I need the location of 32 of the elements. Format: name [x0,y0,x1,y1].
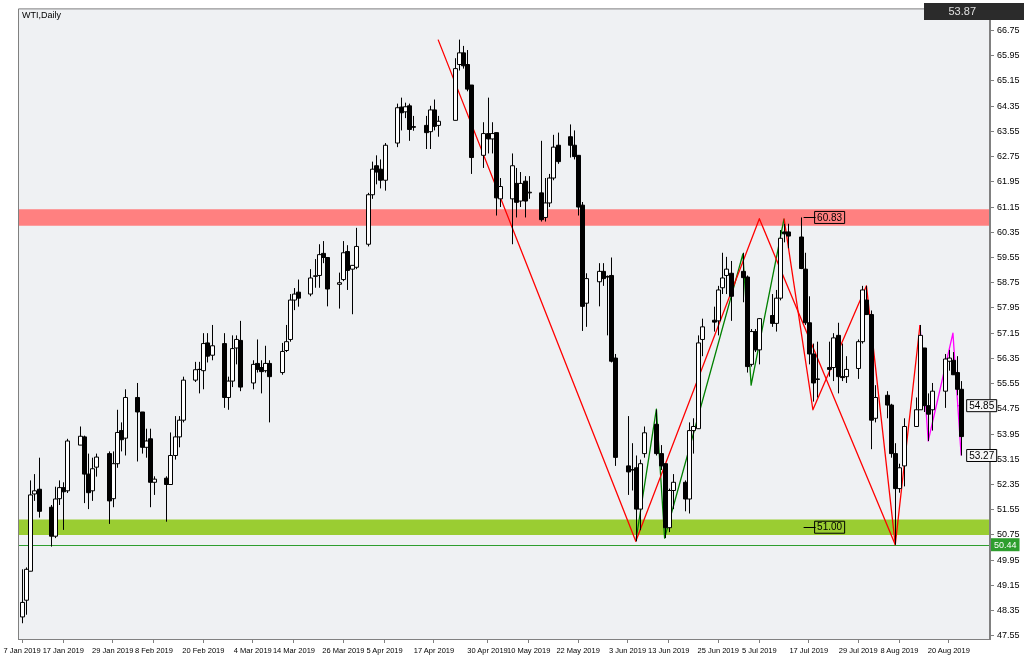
chart-title: WTI,Daily [22,10,62,21]
y-tick-label: 53.15 [997,453,1020,464]
y-tick-label: 51.55 [997,504,1020,515]
annotation: 54.85 [969,399,995,411]
annotation: 53.27 [969,449,995,461]
band-label: 51.00 [817,521,843,533]
y-tick-label: 49.15 [997,579,1020,590]
y-tick-label: 49.95 [997,554,1020,565]
y-tick-label: 65.95 [997,50,1020,61]
y-tick-label: 47.55 [997,630,1020,641]
band-label: 60.83 [817,211,843,223]
y-tick-label: 52.35 [997,478,1020,489]
y-tick-label: 60.35 [997,226,1020,237]
y-tick-label: 61.95 [997,176,1020,187]
y-tick-label: 54.75 [997,403,1020,414]
y-tick-label: 64.35 [997,100,1020,111]
y-tick-label: 58.75 [997,277,1020,288]
y-tick-label: 55.55 [997,378,1020,389]
y-tick-label: 66.75 [997,24,1020,35]
y-tick-label: 57.95 [997,302,1020,313]
y-tick-label: 65.15 [997,75,1020,86]
y-tick-label: 59.55 [997,251,1020,262]
ref-line-label: 50.44 [994,539,1017,550]
y-tick-label: 63.55 [997,125,1020,136]
y-tick-label: 48.35 [997,605,1020,616]
price-box: 53.87 [924,3,1024,20]
y-tick-label: 50.75 [997,529,1020,540]
y-tick-label: 53.95 [997,428,1020,439]
y-tick-label: 57.15 [997,327,1020,338]
y-tick-label: 61.15 [997,201,1020,212]
y-tick-label: 62.75 [997,151,1020,162]
y-tick-label: 56.35 [997,352,1020,363]
